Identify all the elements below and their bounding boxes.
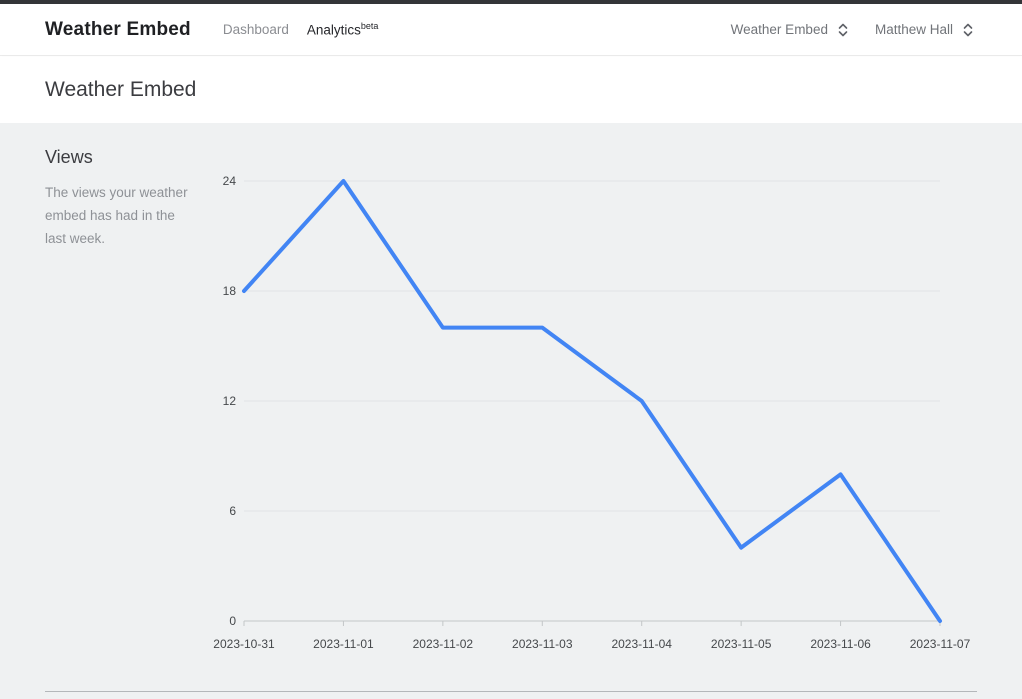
- views-chart: 0 6 12 18 24 2023-10-31 2023-11-01 2023-11-02 20…: [184, 171, 984, 653]
- svg-text:0: 0: [229, 614, 236, 628]
- top-accent-bar: [0, 0, 1022, 4]
- page-title: Weather Embed: [45, 78, 197, 101]
- beta-badge: beta: [360, 21, 379, 32]
- nav-link-dashboard[interactable]: Dashboard: [222, 22, 289, 37]
- bottom-divider: [45, 691, 977, 692]
- svg-text:2023-11-06: 2023-11-06: [810, 637, 871, 651]
- svg-text:2023-11-03: 2023-11-03: [512, 637, 573, 651]
- svg-text:6: 6: [229, 504, 236, 518]
- views-section-title: Views: [45, 147, 93, 167]
- svg-text:24: 24: [223, 174, 237, 188]
- unfold-icon: [962, 22, 974, 38]
- svg-text:12: 12: [223, 394, 237, 408]
- svg-text:2023-11-02: 2023-11-02: [413, 637, 474, 651]
- page-header: Weather Embed: [0, 57, 1022, 123]
- svg-text:2023-11-05: 2023-11-05: [711, 637, 772, 651]
- top-navigation-bar: Weather Embed Dashboard Analyticsbeta We…: [0, 4, 1022, 56]
- main-nav: Dashboard Analyticsbeta: [223, 21, 379, 38]
- user-selector[interactable]: Matthew Hall: [875, 22, 974, 38]
- views-chart-svg: 0 6 12 18 24 2023-10-31 2023-11-01 2023-11-02 20…: [213, 174, 971, 651]
- svg-text:2023-11-07: 2023-11-07: [910, 637, 971, 651]
- views-section-description: The views your weather embed has had in …: [45, 185, 188, 246]
- user-selector-label: Matthew Hall: [874, 22, 953, 37]
- svg-text:2023-11-01: 2023-11-01: [313, 637, 374, 651]
- header-selectors: Weather Embed Matthew Hall: [731, 22, 974, 38]
- svg-text:18: 18: [223, 284, 237, 298]
- unfold-icon: [837, 22, 849, 38]
- svg-text:2023-11-04: 2023-11-04: [611, 637, 672, 651]
- embed-selector[interactable]: Weather Embed: [731, 22, 849, 38]
- brand-title[interactable]: Weather Embed: [45, 18, 191, 40]
- embed-selector-label: Weather Embed: [730, 22, 828, 37]
- content-area: Views The views your weather embed has h…: [0, 123, 1022, 699]
- svg-text:2023-10-31: 2023-10-31: [213, 637, 275, 651]
- nav-link-analytics[interactable]: Analyticsbeta: [306, 21, 379, 38]
